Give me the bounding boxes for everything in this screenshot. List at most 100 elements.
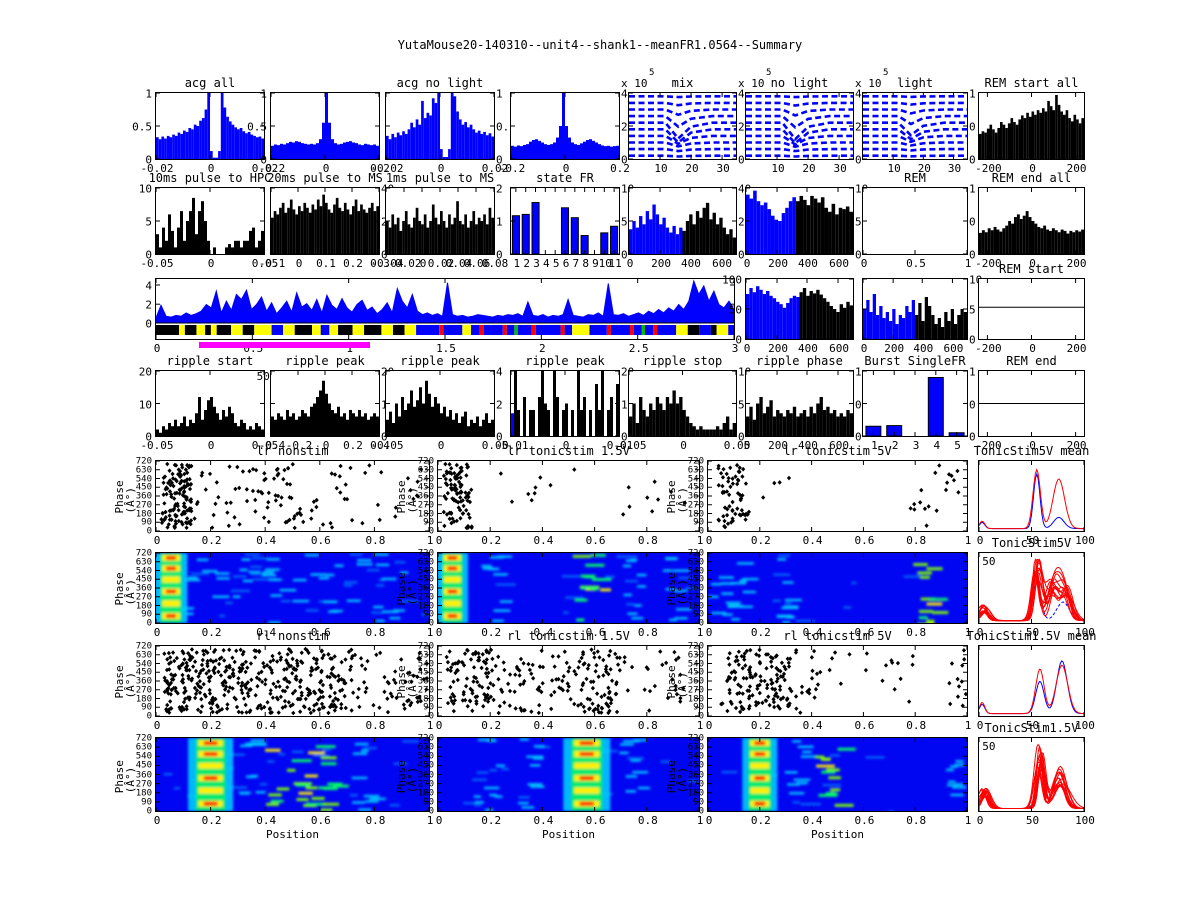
exp-label-sup: 5 (766, 68, 772, 78)
y-tick-label: 100 (722, 273, 742, 287)
x-tick-label: 0 (1029, 257, 1036, 270)
y-tick-label: 720 (417, 733, 434, 744)
panel-title-rem_box: REM (904, 171, 926, 185)
x-tick-label: 600 (829, 439, 849, 452)
panel-title-p10ms: 10ms pulse to HPC (148, 171, 272, 185)
y-tick-label: 270 (417, 500, 434, 511)
x-tick-label: 0.4 (802, 719, 823, 732)
panel-sc_lr_15: 0 0.2 0.4 0.6 0.8 1 720 630 540 450 360 270 180 90 0 lr… (395, 445, 703, 546)
y-tick-label: 5 (621, 215, 628, 229)
panel-title-ripple_peak1: ripple peak (285, 354, 365, 368)
y-tick-label: 180 (135, 694, 152, 704)
y-tick-label: 270 (687, 592, 704, 603)
x-tick-label: 0.02 (251, 162, 279, 175)
x-tick-label: -0.05 (140, 439, 174, 452)
x-tick-label: 0 (207, 162, 215, 175)
x-tick-label: 20 (917, 162, 931, 175)
x-tick-label: 0.2 (481, 719, 502, 732)
panel-hm2_5: 0 0.2 0.4 0.6 0.8 1 720 630 540 450 360 270 180 90 0 Ph… (665, 734, 971, 840)
panel-hm1_5: 0 0.2 0.4 0.6 0.8 1 720 630 540 450 360 270 180 90 0 Ph… (665, 549, 971, 638)
x-tick-label: 1 (426, 814, 434, 827)
panel-ripple_peak2: -0.05 0 0.05 4 2 0 ripple peak (370, 355, 508, 451)
x-tick-label: 0 (435, 626, 443, 639)
panel-title-sc_lr_5: lr tonicstim 5V (783, 444, 892, 458)
y-tick-label: 0 (260, 153, 267, 167)
y-tick-label: 0 (496, 153, 503, 167)
y-tick-label: 720 (687, 548, 704, 559)
x-tick-label: 200 (768, 257, 788, 270)
x-tick-label: 0 (153, 719, 161, 732)
x-tick-label: 1 (696, 626, 704, 639)
x-tick-label: 0.2 (481, 814, 502, 827)
phase-axis-label: Phase (Â°) (395, 572, 419, 606)
y-tick-label: 10 (621, 184, 634, 195)
x-tick-label: 0.2 (201, 534, 222, 547)
x-tick-label: 0.2 (750, 626, 771, 639)
x-tick-label: -0.04 (370, 257, 404, 270)
x-tick-label: -200 (975, 439, 1002, 452)
y-tick-label: 0 (969, 333, 976, 347)
extra-label: 50 (982, 740, 996, 753)
panel-ts15_all: 0 50 100 TonicStim1.5V 50 (977, 722, 1095, 826)
y-tick-label: 450 (687, 667, 704, 678)
x-tick-label: 10 (887, 162, 901, 175)
panel-sc_rl_15: 0 0.2 0.4 0.6 0.8 1 720 630 540 450 360 270 180 90 0 rl… (395, 630, 703, 731)
y-tick-label: 180 (135, 601, 152, 611)
x-tick-label: 0 (860, 342, 868, 355)
x-tick-label: 1 (964, 719, 972, 732)
x-tick-label: 0.6 (310, 626, 331, 639)
y-tick-label: 360 (687, 676, 704, 687)
panel-acg_nolight: -0.02 0 0.02 1 0.5 0 acg no light (370, 77, 515, 174)
y-tick-label: 0 (969, 248, 976, 262)
y-tick-label: 20 (138, 365, 152, 379)
x-tick-label: 0.06 (463, 257, 491, 270)
x-tick-label: 0.8 (365, 534, 386, 547)
x-tick-label: 0 (1029, 342, 1036, 355)
y-tick-label: 270 (417, 779, 434, 790)
x-tick-label: 0 (207, 257, 215, 270)
x-tick-label: -0.05 (370, 439, 404, 452)
panel-title-sc_rl_15: rl tonicstim 1.5V (507, 629, 630, 643)
x-tick-label: 0.5 (906, 257, 926, 270)
y-tick-label: 0 (146, 711, 152, 722)
x-tick-label: 3 (912, 439, 920, 452)
y-tick-label: 450 (417, 667, 434, 678)
x-tick-label: 5 (552, 257, 560, 270)
y-tick-label: 1 (969, 87, 976, 101)
y-tick-label: 270 (687, 685, 704, 696)
y-tick-label: 540 (417, 566, 434, 576)
panel-hm2_15: 0 0.2 0.4 0.6 0.8 1 720 630 540 450 360 270 180 90 0 Ph… (395, 734, 703, 840)
y-tick-label: 450 (687, 482, 704, 493)
y-tick-label: 2 (496, 182, 503, 196)
y-tick-label: 0 (145, 153, 152, 167)
x-tick-label: 0.05 (481, 439, 509, 452)
y-tick-label: 90 (141, 517, 152, 528)
x-tick-label: -0.02 (388, 257, 422, 270)
y-tick-label: 270 (135, 685, 152, 696)
y-tick-label: 0.5 (496, 120, 516, 134)
panel-title-burst_fr: Burst SingleFR (864, 354, 966, 368)
y-tick-label: 360 (135, 676, 152, 687)
x-tick-label: -0.02 (370, 162, 404, 175)
x-tick-label: 0.8 (637, 534, 658, 547)
x-tick-label: 0.01 (606, 439, 634, 452)
x-tick-label: 400 (798, 257, 818, 270)
x-tick-label: 0.4 (533, 814, 554, 827)
y-tick-label: 0.5 (132, 120, 152, 134)
y-tick-label: 90 (423, 609, 434, 620)
y-tick-label: 5 (738, 398, 745, 411)
x-tick-label: 0.6 (585, 626, 606, 639)
y-tick-label: 1 (969, 182, 976, 196)
y-tick-label: 630 (687, 465, 704, 476)
panel-p1ms: -0.04 -0.02 0 0.02 0.04 0.06 0.08 2 1 0 1ms pulse … (370, 172, 508, 269)
panel-title-ripple_phase: ripple phase (756, 354, 843, 368)
x-tick-label: 0.4 (802, 626, 823, 639)
x-tick-label: -200 (975, 257, 1002, 270)
x-tick-label: 0 (153, 534, 161, 547)
y-tick-label: 1 (260, 87, 267, 101)
figure-title: YutaMouse20-140310--unit4--shank1--meanF… (397, 38, 803, 52)
x-tick-label: 1 (696, 534, 704, 547)
y-tick-label: 630 (135, 742, 152, 753)
y-tick-label: 630 (687, 557, 704, 568)
